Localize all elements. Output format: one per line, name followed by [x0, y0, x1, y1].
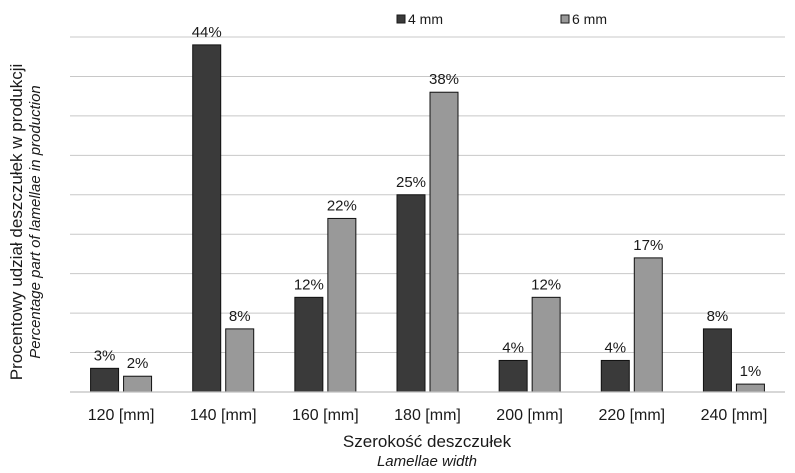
bar-4mm-2 [192, 44, 222, 393]
data-label: 4% [502, 339, 524, 356]
bar-4mm-3 [294, 296, 324, 393]
x-tick-label: 240 [mm] [701, 407, 768, 424]
legend: 4 mm 6 mm [396, 11, 607, 27]
data-label: 4% [604, 339, 626, 356]
x-tick-label: 200 [mm] [496, 407, 563, 424]
bar-6mm-6 [633, 257, 663, 393]
x-tick-label: 220 [mm] [598, 407, 665, 424]
y-axis-title: Procentowy udział deszczułek w produkcji [7, 64, 26, 381]
data-label: 38% [429, 71, 459, 88]
bar-6mm-4 [429, 91, 459, 393]
bars [90, 44, 765, 393]
bar-4mm-5 [498, 359, 528, 393]
legend-swatch-4mm [396, 14, 406, 24]
legend-label-4mm: 4 mm [408, 11, 443, 27]
data-label: 8% [707, 308, 729, 325]
data-label: 3% [94, 347, 116, 364]
x-axis-subtitle: Lamellae width [377, 453, 477, 470]
data-label: 1% [740, 363, 762, 380]
gridlines [70, 36, 785, 354]
data-label: 17% [633, 237, 663, 254]
y-axis-subtitle: Percentage part of lamellae in productio… [27, 85, 44, 359]
x-tick-label: 140 [mm] [190, 407, 257, 424]
data-label: 12% [531, 276, 561, 293]
data-label: 25% [396, 174, 426, 191]
x-axis-tick-labels: 120 [mm] 140 [mm] 160 [mm] 180 [mm] 200 [mm]… [88, 407, 768, 424]
bar-4mm-4 [396, 194, 426, 393]
x-tick-label: 160 [mm] [292, 407, 359, 424]
bar-6mm-2 [225, 328, 255, 393]
bar-4mm-7 [702, 328, 732, 393]
data-label: 2% [127, 355, 149, 372]
bar-6mm-3 [327, 217, 357, 393]
data-labels: 3% 2% 44% 8% 12% 22% 25% 38% 4% 12% 4% 17% 8% 1% [94, 24, 762, 380]
data-label: 44% [192, 24, 222, 41]
x-tick-label: 180 [mm] [394, 407, 461, 424]
x-tick-label: 120 [mm] [88, 407, 155, 424]
x-axis-title: Szerokość deszczułek [343, 432, 512, 451]
bar-6mm-1 [123, 375, 153, 393]
bar-6mm-5 [531, 296, 561, 393]
legend-label-6mm: 6 mm [572, 11, 607, 27]
bar-6mm-7 [735, 383, 765, 393]
data-label: 12% [294, 276, 324, 293]
data-label: 8% [229, 308, 251, 325]
bar-4mm-6 [600, 359, 630, 393]
bar-4mm-1 [90, 367, 120, 393]
legend-swatch-6mm [560, 14, 570, 24]
data-label: 22% [327, 197, 357, 214]
